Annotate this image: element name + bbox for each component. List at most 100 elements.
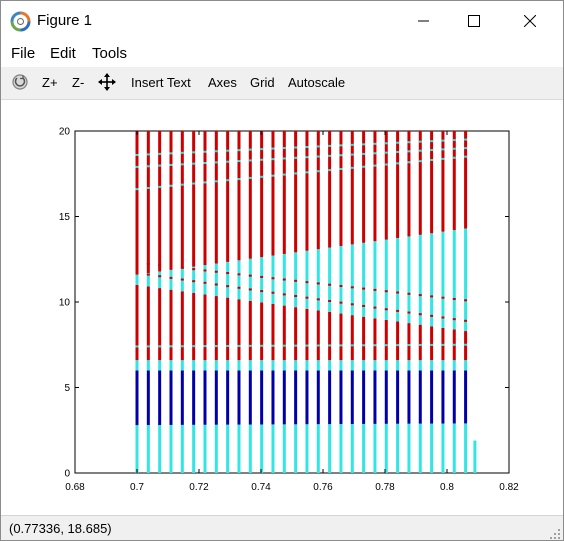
data-point-column-16-band-5 — [316, 131, 320, 250]
data-point-column-1-band-2 — [146, 360, 150, 371]
resize-grip-icon[interactable] — [549, 527, 561, 539]
data-point-column-27-streak-3 — [441, 139, 445, 142]
data-point-column-9-band-2 — [237, 360, 241, 371]
data-point-column-5-band-1 — [192, 370, 196, 425]
data-point-column-19-streak-0 — [350, 344, 354, 347]
menu-file[interactable]: File — [11, 45, 36, 62]
data-point-column-6-band-2 — [203, 360, 207, 371]
data-point-column-5-streak-5 — [192, 280, 196, 283]
data-point-column-9-streak-5 — [237, 286, 241, 289]
data-point-column-10-streak-1 — [248, 176, 252, 179]
data-point-column-12-band-0 — [271, 424, 275, 473]
data-point-column-18-band-0 — [339, 424, 343, 473]
data-point-column-14-band-3 — [294, 307, 298, 361]
data-point-column-6-streak-2 — [203, 162, 207, 165]
data-point-column-12-streak-3 — [271, 147, 275, 150]
y-tick-label: 10 — [59, 298, 71, 309]
data-point-column-8-band-1 — [226, 370, 230, 425]
data-point-column-6-streak-3 — [203, 150, 207, 153]
axes-button[interactable]: Axes — [208, 75, 237, 90]
data-point-column-26-streak-4 — [430, 295, 434, 298]
data-point-column-3-streak-4 — [169, 265, 173, 268]
data-point-column-21-streak-2 — [373, 152, 377, 155]
data-point-column-21-band-3 — [373, 318, 377, 361]
data-point-column-26-band-4 — [430, 233, 434, 327]
data-point-column-6-streak-0 — [203, 345, 207, 348]
data-point-column-27-band-5 — [441, 131, 445, 232]
x-tick-label: 0.72 — [189, 482, 209, 493]
data-point-column-4-streak-2 — [180, 163, 184, 166]
data-point-column-23-band-4 — [396, 238, 400, 322]
data-point-column-25-streak-1 — [418, 160, 422, 163]
data-point-column-23-streak-0 — [396, 344, 400, 347]
data-point-column-22-streak-1 — [384, 163, 388, 166]
menu-edit[interactable]: Edit — [50, 45, 76, 62]
data-point-column-21-streak-0 — [373, 344, 377, 347]
minimize-button[interactable] — [401, 1, 447, 41]
data-point-column-14-streak-3 — [294, 146, 298, 149]
data-point-column-5-streak-3 — [192, 151, 196, 154]
data-point-column-4-streak-4 — [180, 266, 184, 269]
data-point-column-16-band-1 — [316, 370, 320, 425]
data-point-column-25-streak-0 — [418, 343, 422, 346]
pan-arrows-icon[interactable] — [98, 73, 116, 96]
menu-tools[interactable]: Tools — [92, 45, 128, 62]
autoscale-button[interactable]: Autoscale — [288, 75, 346, 90]
data-point-column-27-streak-0 — [441, 343, 445, 346]
data-point-column-16-band-0 — [316, 424, 320, 473]
data-point-column-22-streak-3 — [384, 142, 388, 145]
data-point-column-10-streak-3 — [248, 148, 252, 151]
data-point-column-18-band-5 — [339, 131, 343, 246]
data-point-column-16-streak-5 — [316, 298, 320, 301]
data-point-column-24-streak-1 — [407, 161, 411, 164]
data-point-column-13-band-2 — [282, 360, 286, 371]
data-point-column-23-band-3 — [396, 321, 400, 361]
maximize-icon — [468, 15, 480, 27]
data-point-column-29-streak-3 — [464, 138, 468, 141]
data-point-column-12-band-2 — [271, 360, 275, 371]
data-point-column-13-streak-3 — [282, 147, 286, 150]
data-point-column-13-streak-0 — [282, 344, 286, 347]
data-point-column-11-streak-4 — [260, 275, 264, 278]
data-point-column-5-streak-0 — [192, 345, 196, 348]
data-point-column-14-band-1 — [294, 370, 298, 425]
data-point-column-22-band-3 — [384, 319, 388, 361]
zoom-out-button[interactable]: Z- — [72, 75, 85, 90]
plot-canvas[interactable]: 0.68 0.7 0.72 0.74 0.76 0.78 0.8 0.82 0 5 10 15 20 — [1, 100, 563, 515]
data-point-column-10-band-3 — [248, 300, 252, 361]
data-point-column-25-band-0 — [418, 423, 422, 473]
insert-text-button[interactable]: Insert Text — [131, 75, 191, 90]
data-point-column-15-band-5 — [305, 131, 309, 251]
data-point-column-4-streak-3 — [180, 151, 184, 154]
data-point-column-21-band-1 — [373, 370, 377, 424]
maximize-button[interactable] — [451, 1, 497, 41]
data-point-column-20-streak-0 — [362, 344, 366, 347]
data-point-column-24-band-0 — [407, 423, 411, 473]
data-point-column-20-streak-5 — [362, 304, 366, 307]
data-point-column-4-band-1 — [180, 370, 184, 425]
data-point-column-15-streak-4 — [305, 281, 309, 284]
grid-button[interactable]: Grid — [250, 75, 275, 90]
data-point-column-12-streak-0 — [271, 344, 275, 347]
data-point-column-10-streak-0 — [248, 344, 252, 347]
x-tick-label: 0.8 — [440, 482, 454, 493]
data-point-column-29-streak-4 — [464, 299, 468, 302]
data-point-column-8-band-4 — [226, 261, 230, 298]
data-point-column-26-band-3 — [430, 326, 434, 361]
data-point-column-0-streak-0 — [135, 345, 139, 348]
data-point-column-2-band-1 — [158, 370, 162, 426]
data-point-column-27-band-2 — [441, 360, 445, 371]
data-point-column-19-band-1 — [350, 370, 354, 424]
close-button[interactable] — [507, 1, 553, 41]
data-point-column-4-band-3 — [180, 291, 184, 361]
data-point-column-5-band-0 — [192, 424, 196, 473]
zoom-in-button[interactable]: Z+ — [42, 75, 58, 90]
data-point-column-29-streak-0 — [464, 343, 468, 346]
data-point-column-6-band-0 — [203, 424, 207, 473]
data-point-column-25-band-1 — [418, 370, 422, 424]
title-bar: Figure 1 — [1, 1, 563, 41]
data-point-column-17-streak-5 — [328, 299, 332, 302]
rotate-icon[interactable] — [11, 73, 29, 96]
data-point-column-10-streak-2 — [248, 159, 252, 162]
data-point-column-29-band-0 — [464, 423, 468, 473]
